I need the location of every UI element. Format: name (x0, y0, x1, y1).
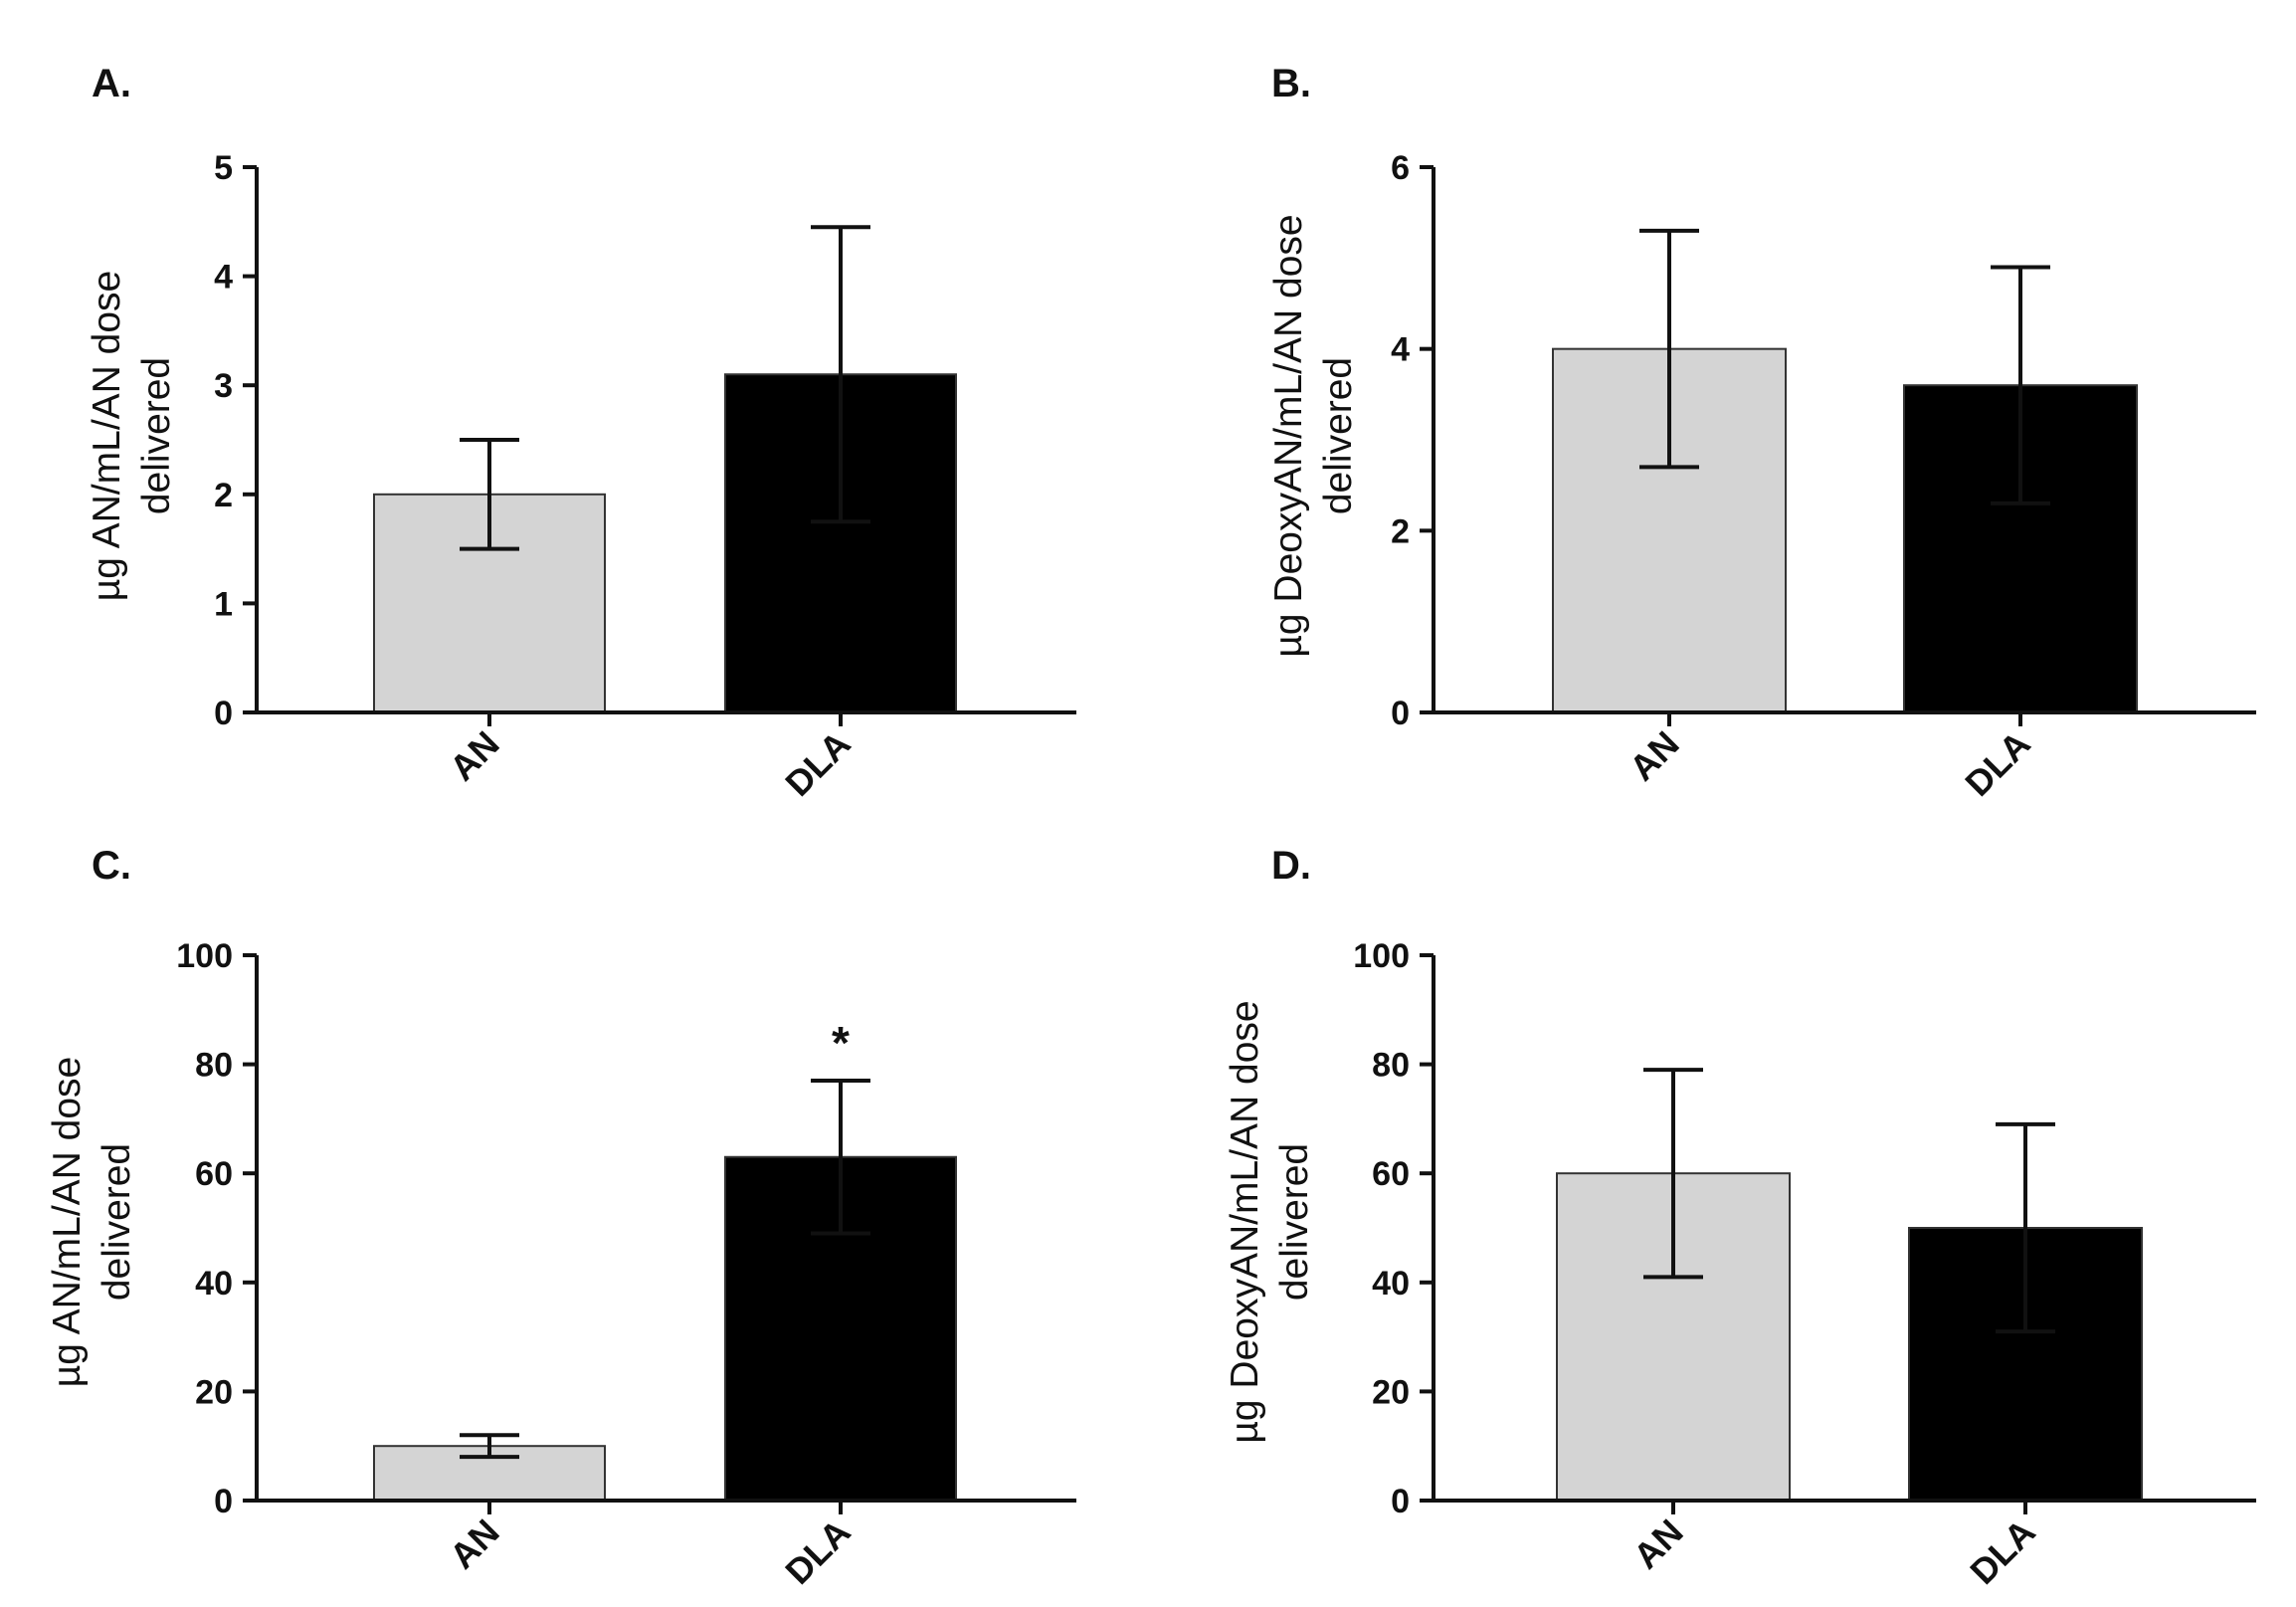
y-tick-label: 60 (195, 1155, 233, 1193)
y-axis-title-line1: µg DeoxyAN/mL/AN dose (1224, 1000, 1266, 1443)
y-axis-title-line2: delivered (1317, 357, 1360, 514)
error-bar-an (1643, 1068, 1703, 1280)
x-category-label-an: AN (442, 1511, 507, 1577)
error-bar-dla (1991, 265, 2050, 505)
x-category-label-an: AN (1626, 1511, 1691, 1577)
y-axis-title: µg DeoxyAN/mL/AN dose delivered (1267, 214, 1360, 657)
y-tick-label: 40 (1372, 1265, 1410, 1303)
y-tick-label: 2 (214, 477, 233, 514)
error-bar-dla (811, 1079, 870, 1236)
significance-marker: * (832, 1017, 850, 1069)
y-tick-label: 20 (1372, 1373, 1410, 1411)
y-tick-label: 1 (214, 585, 233, 623)
panel-b: B. µg DeoxyAN/mL/AN dose delivered 0 2 4 6 A… (1267, 62, 2256, 804)
error-bar-dla (1996, 1121, 2055, 1334)
y-tick-label: 0 (214, 695, 233, 732)
error-bar-an (460, 438, 519, 551)
panel-label: B. (1271, 62, 1311, 105)
panel-c: C. µg AN/mL/AN dose delivered * 0 20 40 60 80… (46, 844, 1076, 1592)
y-tick-label: 0 (1391, 695, 1410, 732)
plot-area: 0 20 40 60 80 100 AN DLA (1353, 937, 2256, 1592)
panel-d: D. µg DeoxyAN/mL/AN dose delivered 0 20 40… (1224, 844, 2256, 1592)
panel-label: D. (1271, 844, 1311, 888)
error-bar-an (1639, 228, 1699, 470)
y-axis-title-line2: delivered (96, 1143, 138, 1301)
y-tick-label: 0 (1391, 1483, 1410, 1520)
x-category-label-an: AN (1622, 723, 1687, 789)
y-tick-label: 100 (176, 937, 233, 975)
x-category-label-dla: DLA (777, 1511, 858, 1592)
y-tick-label: 80 (1372, 1047, 1410, 1085)
plot-area: * 0 20 40 60 80 100 AN DLA (176, 937, 1076, 1592)
y-tick-label: 4 (214, 259, 233, 297)
y-tick-label: 3 (214, 367, 233, 405)
panel-a: A. µg AN/mL/AN dose delivered 0 1 2 3 4 5 AN DL… (86, 62, 1076, 804)
plot-area: 0 1 2 3 4 5 AN DLA (214, 149, 1076, 804)
y-tick-label: 20 (195, 1373, 233, 1411)
panel-label: A. (92, 62, 131, 105)
x-category-label-dla: DLA (777, 723, 858, 804)
y-tick-label: 0 (214, 1483, 233, 1520)
y-axis-title: µg DeoxyAN/mL/AN dose delivered (1224, 1000, 1316, 1443)
y-tick-label: 5 (214, 149, 233, 187)
x-category-label-dla: DLA (1962, 1511, 2042, 1592)
y-axis-title-line2: delivered (135, 357, 178, 514)
y-axis-title-line1: µg DeoxyAN/mL/AN dose (1267, 214, 1310, 657)
error-bar-dla (811, 225, 870, 524)
error-bar-an (460, 1433, 519, 1460)
y-tick-label: 4 (1391, 331, 1410, 369)
x-category-label-dla: DLA (1957, 723, 2037, 804)
y-axis-title: µg AN/mL/AN dose delivered (86, 271, 178, 601)
y-axis-title: µg AN/mL/AN dose delivered (46, 1057, 138, 1387)
panel-label: C. (92, 844, 131, 888)
y-tick-label: 2 (1391, 512, 1410, 550)
y-axis-title-line1: µg AN/mL/AN dose (86, 271, 128, 601)
plot-area: 0 2 4 6 AN DLA (1391, 149, 2256, 804)
x-category-label-an: AN (442, 723, 507, 789)
y-tick-label: 40 (195, 1265, 233, 1303)
y-tick-label: 6 (1391, 149, 1410, 187)
y-tick-label: 80 (195, 1047, 233, 1085)
y-tick-label: 60 (1372, 1155, 1410, 1193)
y-tick-label: 100 (1353, 937, 1410, 975)
y-axis-title-line2: delivered (1273, 1143, 1316, 1301)
y-axis-title-line1: µg AN/mL/AN dose (46, 1057, 89, 1387)
